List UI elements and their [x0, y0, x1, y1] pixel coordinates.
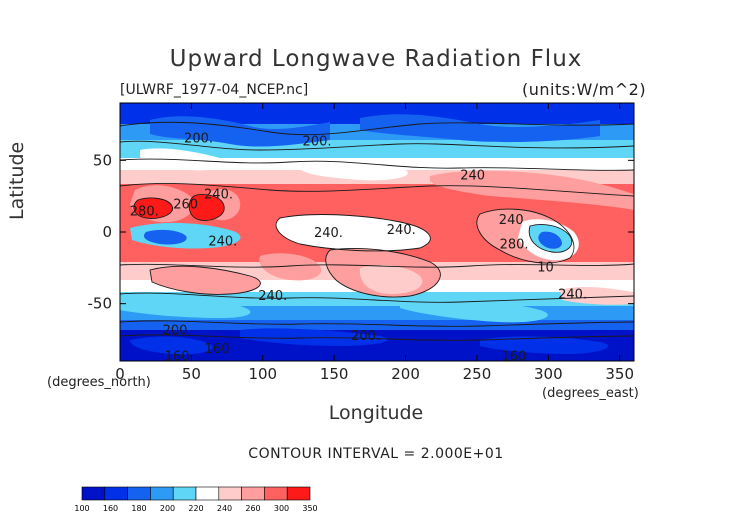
colorbar-swatch [241, 486, 265, 501]
colorbar-label: 200 [160, 504, 175, 513]
colorbar-swatch [218, 486, 242, 501]
contour-interval: CONTOUR INTERVAL = 2.000E+01 [248, 446, 504, 462]
colorbar-swatch [264, 486, 288, 501]
x-unit-label: (degrees_east) [542, 386, 639, 401]
colorbar-label: 160 [103, 504, 118, 513]
contour-label: 240. [208, 235, 237, 250]
contour-label: 240 [499, 213, 524, 228]
colorbar-label: 260 [245, 504, 260, 513]
colorbar-labels: 100 160 180 200 220 240 260 300 350 [74, 504, 317, 513]
contour-label: 200. [184, 131, 213, 146]
colorbar-swatch [104, 486, 128, 501]
contour-label: 160 [502, 349, 527, 364]
colorbar-label: 350 [302, 504, 317, 513]
contour-label: 160 [165, 349, 190, 364]
x-tick-label: 0 [115, 365, 125, 383]
x-tick-label: 250 [463, 365, 492, 383]
colorbar-label: 220 [188, 504, 203, 513]
colorbar-swatches [81, 486, 311, 501]
x-tick-label: 50 [182, 365, 201, 383]
contour-label: 260 [173, 197, 198, 212]
colorbar-swatch [195, 486, 220, 501]
contour-label: 200. [351, 329, 380, 344]
contour-label: 10 [537, 260, 554, 275]
dataset-label: [ULWRF_1977-04_NCEP.nc] [120, 82, 309, 98]
contour-label: 240. [558, 288, 587, 303]
colorbar-label: 240 [217, 504, 232, 513]
colorbar-swatch [81, 486, 106, 501]
x-tick-label: 150 [320, 365, 349, 383]
contour-label: 280. [130, 205, 159, 220]
x-tick-label: 350 [605, 365, 634, 383]
y-tick-label: 50 [93, 151, 112, 169]
contour-label: 280. [500, 237, 529, 252]
units-label: (units:W/m^2) [522, 80, 647, 99]
colorbar-swatch [172, 486, 197, 501]
colorbar-label: 100 [74, 504, 89, 513]
contour-label: 200. [163, 323, 192, 338]
colorbar-swatch [286, 486, 311, 501]
contour-label: 240. [314, 226, 343, 241]
contour-labels: 200. 200. 240 280. 260 240. 240. 240. 240. 240. 24… [130, 131, 587, 364]
x-tick-label: 300 [534, 365, 563, 383]
colorbar-label: 300 [274, 504, 289, 513]
y-tick-label: 0 [102, 223, 112, 241]
x-tick-label: 200 [391, 365, 420, 383]
y-tick-label: -50 [88, 295, 113, 313]
x-tick-label: 100 [248, 365, 277, 383]
contour-lines [120, 121, 634, 341]
colorbar-swatch [150, 486, 174, 501]
chart-title: Upward Longwave Radiation Flux [169, 46, 583, 72]
contour-label: 200. [303, 134, 332, 149]
colorbar-swatch [127, 486, 151, 501]
contour-label: 240. [204, 187, 233, 202]
contour-label: 160 [205, 342, 230, 357]
x-axis-label: Longitude [328, 402, 424, 424]
contour-label: 240. [258, 289, 287, 304]
y-unit-label: (degrees_north) [47, 375, 151, 390]
y-axis: 50 0 -50 [88, 151, 634, 313]
x-axis: 0 50 100 150 200 250 300 350 [115, 103, 634, 383]
contour-label: 240. [387, 223, 416, 238]
colorbar-label: 180 [131, 504, 146, 513]
contour-label: 240 [460, 169, 485, 184]
